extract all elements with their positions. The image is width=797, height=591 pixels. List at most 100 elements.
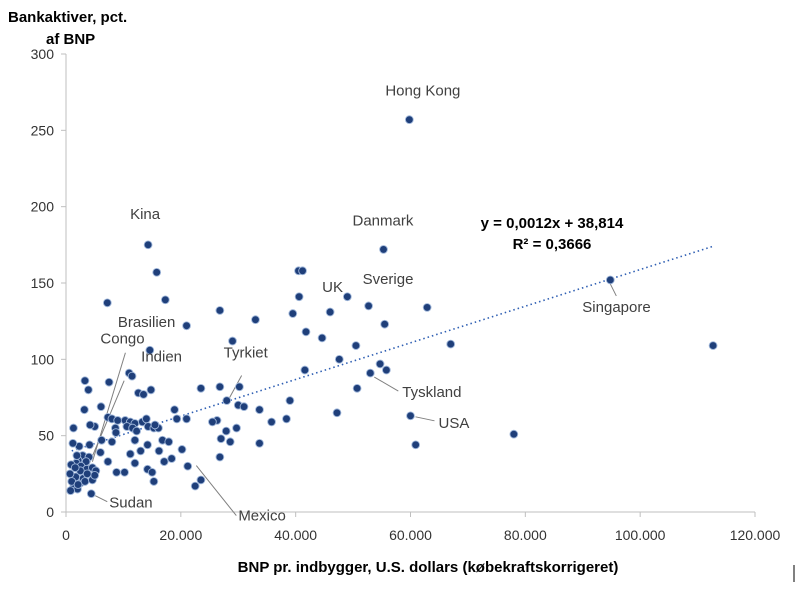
data-point <box>317 333 327 343</box>
data-point <box>405 115 414 124</box>
data-point <box>69 423 78 433</box>
data-point <box>216 434 226 444</box>
annotation-label: Congo <box>100 331 144 348</box>
data-point <box>282 414 291 424</box>
x-tick-label: 120.000 <box>730 527 781 543</box>
data-point <box>332 408 342 418</box>
annotation-leader <box>95 495 108 503</box>
annotation-label: Tyrkiet <box>224 345 269 362</box>
x-tick-label: 40.000 <box>274 527 317 543</box>
data-point <box>120 467 129 477</box>
data-point <box>364 301 373 311</box>
data-point <box>73 480 83 489</box>
data-point <box>605 275 615 285</box>
x-tick-label: 100.000 <box>615 527 666 543</box>
y-tick-label: 300 <box>31 46 55 62</box>
data-point <box>159 457 169 466</box>
annotation-label: Brasilien <box>118 314 176 331</box>
data-point <box>215 382 225 392</box>
data-point <box>288 309 298 318</box>
y-tick-label: 0 <box>46 504 54 520</box>
data-point <box>90 471 100 480</box>
data-point <box>130 435 140 445</box>
y-tick-label: 50 <box>38 428 54 444</box>
annotation-leader <box>609 283 617 297</box>
data-point <box>143 240 153 250</box>
data-point <box>365 368 375 378</box>
x-axis-title: BNP pr. indbygger, U.S. dollars (købekra… <box>238 559 619 576</box>
data-point <box>104 377 114 387</box>
data-point <box>196 475 206 485</box>
data-point <box>172 414 182 424</box>
data-point <box>149 477 159 486</box>
data-point <box>380 319 390 329</box>
data-point <box>68 438 78 448</box>
y-axis-title-line-1: Bankaktiver, pct. <box>8 9 127 26</box>
data-point <box>422 303 432 312</box>
data-point <box>85 440 94 450</box>
annotation-label: USA <box>439 415 470 432</box>
data-point <box>235 382 244 392</box>
y-tick-label: 100 <box>31 351 55 367</box>
data-point <box>72 451 82 460</box>
data-point <box>228 336 237 346</box>
annotation-leader <box>374 376 399 392</box>
y-tick-label: 250 <box>31 122 55 138</box>
annotation-label: Sverige <box>363 271 414 288</box>
data-point <box>411 440 421 450</box>
data-point <box>70 463 80 473</box>
annotation-label: Hong Kong <box>385 83 460 100</box>
annotation-label: Danmark <box>353 212 414 229</box>
data-point <box>96 402 106 412</box>
annotations: Hong Kong Kina Danmark Sverige UK Singapore Br… <box>100 83 650 525</box>
annotation-label: Tyskland <box>402 384 461 401</box>
data-point <box>509 429 519 439</box>
data-points <box>65 115 718 499</box>
data-point <box>154 446 164 456</box>
y-tick-labels: 0 50 100 150 200 250 300 <box>31 46 66 520</box>
y-tick-label: 150 <box>31 275 55 291</box>
data-point <box>294 292 304 302</box>
data-point <box>170 405 179 415</box>
annotation-leader <box>415 416 435 422</box>
data-point <box>182 321 191 331</box>
data-point <box>251 315 260 324</box>
data-point <box>96 448 105 457</box>
data-point <box>196 383 206 393</box>
data-point <box>177 445 187 454</box>
data-point <box>85 420 95 430</box>
x-tick-label: 60.000 <box>389 527 432 543</box>
data-point <box>150 420 160 430</box>
data-point <box>132 426 141 436</box>
data-point <box>255 405 264 415</box>
data-point <box>222 396 232 405</box>
data-point <box>111 428 121 437</box>
annotation-label: Indien <box>141 349 182 366</box>
data-point <box>255 438 264 448</box>
data-point <box>97 435 106 445</box>
data-point <box>382 365 391 375</box>
data-point <box>225 437 235 447</box>
data-point <box>147 467 157 477</box>
data-point <box>208 417 217 427</box>
annotation-label: Singapore <box>582 299 650 316</box>
data-point <box>146 385 156 395</box>
data-point <box>127 371 137 381</box>
data-point <box>300 365 310 375</box>
y-axis-title-line-2: af BNP <box>46 31 95 48</box>
data-point <box>142 414 151 424</box>
data-point <box>82 469 92 479</box>
data-point <box>190 481 200 491</box>
y-tick-label: 200 <box>31 199 55 215</box>
data-point <box>160 295 170 305</box>
data-point <box>301 327 311 337</box>
data-point <box>406 411 415 421</box>
data-point <box>298 266 307 276</box>
data-point <box>267 417 276 427</box>
data-point <box>182 414 191 424</box>
trendline-equation: y = 0,0012x + 38,814 R² = 0,3666 <box>481 215 624 253</box>
data-point <box>285 396 295 405</box>
annotation-label: Sudan <box>109 495 152 512</box>
data-point <box>84 385 93 395</box>
data-point <box>167 454 176 463</box>
